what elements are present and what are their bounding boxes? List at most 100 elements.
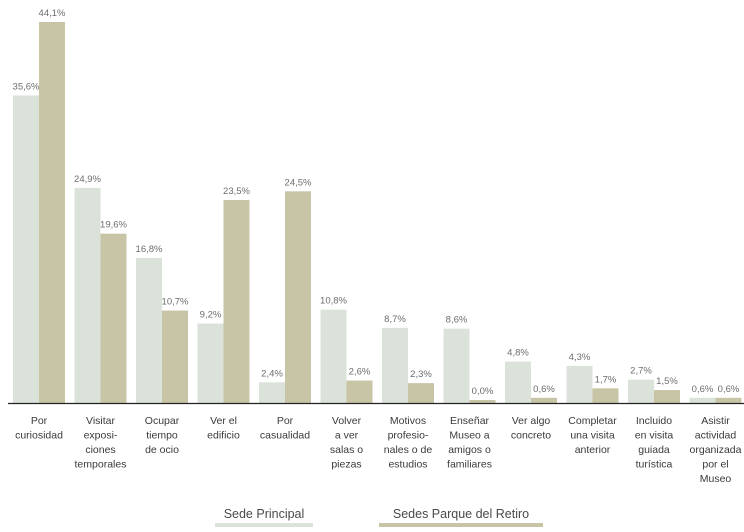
value-label-sede-principal-ver-algo-concreto: 4,8% xyxy=(507,348,529,359)
value-label-sedes-parque-del-retiro-ver-el-edificio: 23,5% xyxy=(223,186,250,197)
category-label-line: concreto xyxy=(511,430,551,442)
value-label-sede-principal-por-curiosidad: 35,6% xyxy=(13,81,40,92)
bar-sedes-parque-del-retiro-asistir-actividad-organizada-por-el-museo xyxy=(715,397,742,403)
category-label-line: Completar xyxy=(568,415,617,427)
category-label-line: Asistir xyxy=(701,415,730,427)
value-label-sede-principal-ocupar-tiempo-de-ocio: 16,8% xyxy=(136,244,163,255)
category-label-line: estudios xyxy=(388,459,427,471)
value-label-sedes-parque-del-retiro-por-casualidad: 24,5% xyxy=(285,177,312,188)
bar-sedes-parque-del-retiro-por-casualidad xyxy=(285,191,311,403)
bar-sede-principal-completar-una-visita-anterior xyxy=(566,365,593,403)
value-label-sedes-parque-del-retiro-motivos-profesio-nales-o-de-estudios: 2,3% xyxy=(410,369,432,380)
bar-sedes-parque-del-retiro-ver-el-edificio xyxy=(223,199,250,403)
bar-sede-principal-incluido-en-visita-guiada-tur-stica xyxy=(628,379,654,403)
value-label-sedes-parque-del-retiro-asistir-actividad-organizada-por-el-museo: 0,6% xyxy=(718,384,740,395)
category-label-line: nales o de xyxy=(384,444,433,456)
category-label-line: actividad xyxy=(695,430,737,442)
bar-sede-principal-ense-ar-museo-a-amigos-o-familiares xyxy=(443,328,470,403)
bar-sede-principal-asistir-actividad-organizada-por-el-museo xyxy=(689,397,716,403)
bar-sedes-parque-del-retiro-por-curiosidad xyxy=(39,22,65,403)
category-label-line: guiada xyxy=(638,444,670,456)
bars-group xyxy=(13,22,742,404)
category-label-line: Museo a xyxy=(449,430,489,442)
category-label-ense-ar-museo-a-amigos-o-familiares: Enseñar Museo a amigos o familiares xyxy=(447,415,492,471)
category-label-por-casualidad: Por casualidad xyxy=(260,415,310,442)
category-label-line: ciones xyxy=(85,444,115,456)
value-label-sede-principal-volver-a-ver-salas-o-piezas: 10,8% xyxy=(320,296,347,307)
value-labels-group: 35,6% 44,1% 24,9% 19,6% 16,8% 10,7% 9,2% 23,5% 2… xyxy=(13,8,740,397)
category-label-line: Por xyxy=(277,415,294,427)
value-label-sedes-parque-del-retiro-volver-a-ver-salas-o-piezas: 2,6% xyxy=(349,367,371,378)
category-label-volver-a-ver-salas-o-piezas: Volver a ver salas o piezas xyxy=(330,415,363,471)
value-label-sedes-parque-del-retiro-completar-una-visita-anterior: 1,7% xyxy=(595,374,617,385)
category-label-line: temporales xyxy=(75,459,127,471)
category-label-line: amigos o xyxy=(448,444,491,456)
category-label-line: Motivos xyxy=(390,415,426,427)
bar-sedes-parque-del-retiro-volver-a-ver-salas-o-piezas xyxy=(346,380,373,403)
bar-sede-principal-ocupar-tiempo-de-ocio xyxy=(136,257,162,403)
bar-sede-principal-visitar-exposi-ciones-temporales xyxy=(74,187,101,403)
value-label-sedes-parque-del-retiro-ense-ar-museo-a-amigos-o-familiares: 0,0% xyxy=(472,386,494,397)
category-label-line: turística xyxy=(636,459,673,471)
category-label-line: Volver xyxy=(332,415,362,427)
category-label-ocupar-tiempo-de-ocio: Ocupar tiempo de ocio xyxy=(145,415,180,456)
value-label-sedes-parque-del-retiro-ver-algo-concreto: 0,6% xyxy=(533,384,555,395)
category-label-line: a ver xyxy=(335,430,359,442)
bar-sede-principal-ver-el-edificio xyxy=(197,323,224,403)
category-label-line: por el xyxy=(702,459,728,471)
category-label-line: Ocupar xyxy=(145,415,180,427)
category-label-line: tiempo xyxy=(146,430,178,442)
bar-sede-principal-por-curiosidad xyxy=(13,95,39,404)
value-label-sede-principal-asistir-actividad-organizada-por-el-museo: 0,6% xyxy=(692,384,714,395)
bar-sedes-parque-del-retiro-ense-ar-museo-a-amigos-o-familiares xyxy=(469,400,496,403)
category-labels-group: Por curiosidad Visitar exposi-ciones tempora… xyxy=(15,415,742,485)
category-label-visitar-exposi-ciones-temporales: Visitar exposi-ciones temporales xyxy=(75,415,127,471)
bar-sedes-parque-del-retiro-completar-una-visita-anterior xyxy=(592,388,619,403)
bar-sedes-parque-del-retiro-ocupar-tiempo-de-ocio xyxy=(162,310,188,403)
value-label-sedes-parque-del-retiro-visitar-exposi-ciones-temporales: 19,6% xyxy=(100,220,127,231)
bar-sedes-parque-del-retiro-ver-algo-concreto xyxy=(531,397,557,403)
category-label-line: Por xyxy=(31,415,48,427)
category-label-line: Ver algo xyxy=(512,415,551,427)
value-label-sedes-parque-del-retiro-ocupar-tiempo-de-ocio: 10,7% xyxy=(162,297,189,308)
category-label-line: de ocio xyxy=(145,444,179,456)
value-label-sede-principal-por-casualidad: 2,4% xyxy=(261,368,283,379)
category-label-line: Enseñar xyxy=(450,415,490,427)
category-label-line: Visitar xyxy=(86,415,115,427)
category-label-line: una visita xyxy=(570,430,615,442)
value-label-sede-principal-incluido-en-visita-guiada-tur-stica: 2,7% xyxy=(630,366,652,377)
category-label-line: organizada xyxy=(690,444,742,456)
value-label-sede-principal-motivos-profesio-nales-o-de-estudios: 8,7% xyxy=(384,314,406,325)
bar-sede-principal-volver-a-ver-salas-o-piezas xyxy=(320,309,347,403)
legend-swatch-sede-principal xyxy=(215,523,313,527)
category-label-ver-el-edificio: Ver el edificio xyxy=(207,415,240,442)
category-label-incluido-en-visita-guiada-tur-stica: Incluido en visita guiada turística xyxy=(635,415,674,471)
legend-label-sede-principal: Sede Principal xyxy=(224,507,305,521)
value-label-sede-principal-completar-una-visita-anterior: 4,3% xyxy=(569,352,591,363)
category-label-line: piezas xyxy=(331,459,361,471)
value-label-sedes-parque-del-retiro-incluido-en-visita-guiada-tur-stica: 1,5% xyxy=(656,376,678,387)
bar-sede-principal-por-casualidad xyxy=(259,382,285,403)
bar-sedes-parque-del-retiro-motivos-profesio-nales-o-de-estudios xyxy=(408,383,434,403)
legend-label-sedes-parque-del-retiro: Sedes Parque del Retiro xyxy=(393,507,529,521)
category-label-line: anterior xyxy=(575,444,611,456)
category-label-line: en visita xyxy=(635,430,674,442)
category-label-motivos-profesio-nales-o-de-estudios: Motivos profesio-nales o de estudios xyxy=(384,415,433,471)
category-label-line: casualidad xyxy=(260,430,310,442)
bar-sede-principal-ver-algo-concreto xyxy=(505,361,531,403)
value-label-sede-principal-visitar-exposi-ciones-temporales: 24,9% xyxy=(74,174,101,185)
category-label-line: curiosidad xyxy=(15,430,63,442)
category-label-line: familiares xyxy=(447,459,492,471)
category-label-line: Museo xyxy=(700,473,732,485)
bar-sedes-parque-del-retiro-incluido-en-visita-guiada-tur-stica xyxy=(654,390,680,403)
category-label-line: edificio xyxy=(207,430,240,442)
legend-swatch-sedes-parque-del-retiro xyxy=(379,523,543,527)
category-label-line: Ver el xyxy=(210,415,237,427)
category-label-line: salas o xyxy=(330,444,363,456)
category-label-ver-algo-concreto: Ver algo concreto xyxy=(511,415,551,442)
category-label-por-curiosidad: Por curiosidad xyxy=(15,415,63,442)
bar-sedes-parque-del-retiro-visitar-exposi-ciones-temporales xyxy=(100,233,127,403)
legend: Sede Principal Sedes Parque del Retiro xyxy=(215,507,543,527)
value-label-sede-principal-ver-el-edificio: 9,2% xyxy=(200,310,222,321)
